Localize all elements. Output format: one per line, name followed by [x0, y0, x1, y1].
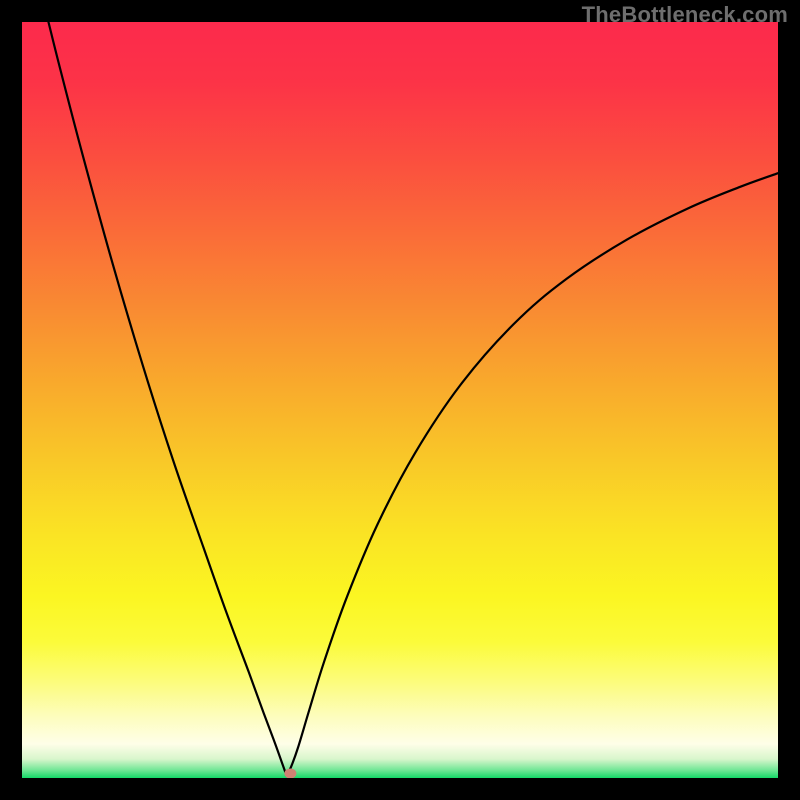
bottleneck-chart [0, 0, 800, 800]
gradient-background [22, 22, 778, 778]
watermark-text: TheBottleneck.com [582, 2, 788, 28]
minimum-marker [284, 768, 296, 778]
outer-frame: TheBottleneck.com [0, 0, 800, 800]
